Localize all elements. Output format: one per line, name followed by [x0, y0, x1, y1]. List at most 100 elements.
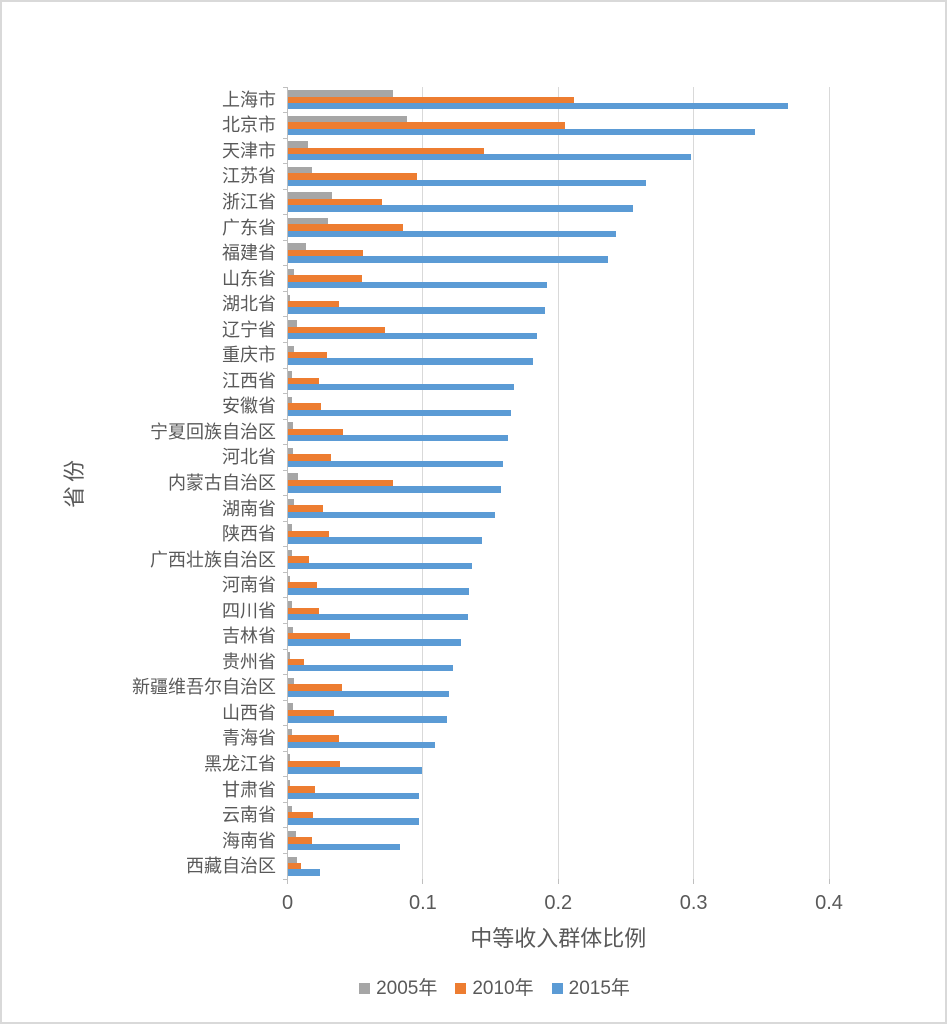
y-axis-tick: [282, 214, 288, 216]
bar-2010年: [287, 96, 575, 103]
x-axis-tick-label: 0.3: [679, 892, 708, 914]
bar-2005年: [287, 703, 293, 710]
bar-2010年: [287, 275, 362, 282]
bar-2010年: [287, 760, 341, 768]
bar-2010年: [287, 198, 383, 206]
bar-2010年: [287, 479, 394, 487]
bar-2015年: [287, 690, 449, 697]
y-axis-tick: [282, 725, 288, 727]
y-axis-tick: [282, 597, 288, 599]
category-label: 云南省: [222, 805, 276, 826]
bar-2010年: [287, 428, 343, 436]
x-axis-tick: [828, 879, 830, 884]
bar-2015年: [287, 562, 472, 570]
category-label: 宁夏回族自治区: [150, 421, 276, 442]
gridline: [693, 87, 695, 879]
bar-2015年: [287, 435, 509, 442]
category-label: 四川省: [222, 600, 276, 621]
y-axis-tick: [282, 623, 288, 625]
bar-2005年: [287, 524, 292, 531]
y-axis-tick: [282, 112, 288, 114]
bar-2015年: [287, 665, 453, 672]
legend-label: 2010年: [472, 978, 534, 999]
bar-2010年: [287, 684, 342, 691]
category-label: 重庆市: [222, 345, 276, 366]
legend-swatch: [551, 983, 563, 994]
bar-2010年: [287, 454, 331, 461]
y-axis-tick: [282, 393, 288, 395]
gridline: [828, 87, 830, 879]
bar-2010年: [287, 786, 315, 793]
bar-2015年: [287, 307, 545, 314]
bar-2015年: [287, 537, 483, 544]
bar-2005年: [287, 805, 292, 812]
bar-2005年: [287, 447, 293, 455]
bar-2015年: [287, 818, 419, 825]
category-label: 黑龙江省: [204, 754, 276, 775]
y-axis-tick: [282, 316, 288, 318]
bar-2005年: [287, 294, 291, 301]
y-axis-tick: [282, 86, 288, 88]
bar-2015年: [287, 230, 617, 238]
bar-2015年: [287, 741, 436, 749]
x-axis-tick-label: 0.2: [544, 892, 573, 914]
category-label: 辽宁省: [222, 319, 276, 340]
bar-2010年: [287, 709, 334, 717]
bar-2010年: [287, 352, 327, 359]
category-label: 广西壮族自治区: [150, 549, 276, 570]
bar-2010年: [287, 607, 319, 614]
y-axis-tick: [282, 750, 288, 752]
bar-2005年: [287, 371, 292, 378]
bar-2015年: [287, 128, 755, 135]
bar-2005年: [287, 90, 394, 97]
bar-2015年: [287, 358, 533, 365]
bar-2010年: [287, 249, 364, 257]
bar-2010年: [287, 122, 566, 129]
bar-2005年: [287, 345, 295, 353]
category-label: 上海市: [222, 89, 276, 110]
legend-label: 2005年: [376, 978, 438, 999]
bar-2005年: [287, 498, 295, 506]
category-label: 内蒙古自治区: [168, 473, 276, 493]
bar-2010年: [287, 863, 302, 870]
bar-2005年: [287, 550, 292, 557]
bar-2015年: [287, 767, 422, 774]
bar-2005年: [287, 626, 293, 634]
y-axis-tick: [282, 137, 288, 139]
bar-2015年: [287, 511, 495, 519]
y-axis-tick: [282, 546, 288, 548]
bar-2010年: [287, 173, 418, 180]
category-label: 海南省: [222, 830, 276, 851]
y-axis-tick: [282, 648, 288, 650]
bar-2005年: [287, 192, 333, 199]
category-label: 河北省: [222, 447, 276, 468]
bar-2015年: [287, 869, 320, 876]
y-axis-tick: [282, 290, 288, 292]
bar-2005年: [287, 652, 291, 659]
category-label: 江西省: [222, 370, 276, 391]
bar-2015年: [287, 486, 502, 493]
bar-2005年: [287, 141, 308, 148]
y-axis-tick: [282, 367, 288, 369]
bar-2015年: [287, 102, 789, 110]
legend: 2005年 2010年 2015年: [21, 978, 945, 999]
bar-2005年: [287, 601, 292, 608]
bar-2005年: [287, 396, 292, 404]
category-label: 陕西省: [222, 524, 276, 545]
bar-2005年: [287, 243, 307, 250]
bar-2015年: [287, 384, 514, 391]
y-axis-tick: [282, 571, 288, 573]
category-label: 新疆维吾尔自治区: [132, 677, 276, 698]
category-label: 山西省: [222, 702, 276, 723]
category-label: 湖北省: [222, 294, 276, 315]
legend-label: 2015年: [568, 978, 630, 999]
bar-2010年: [287, 735, 339, 742]
y-axis-tick: [282, 674, 288, 676]
y-axis-title: 省份: [62, 455, 87, 509]
bar-2005年: [287, 779, 291, 787]
bar-2015年: [287, 843, 400, 851]
x-axis-tick-label: 0: [281, 892, 294, 914]
x-axis-tick: [287, 879, 288, 884]
y-axis-tick: [282, 827, 288, 829]
